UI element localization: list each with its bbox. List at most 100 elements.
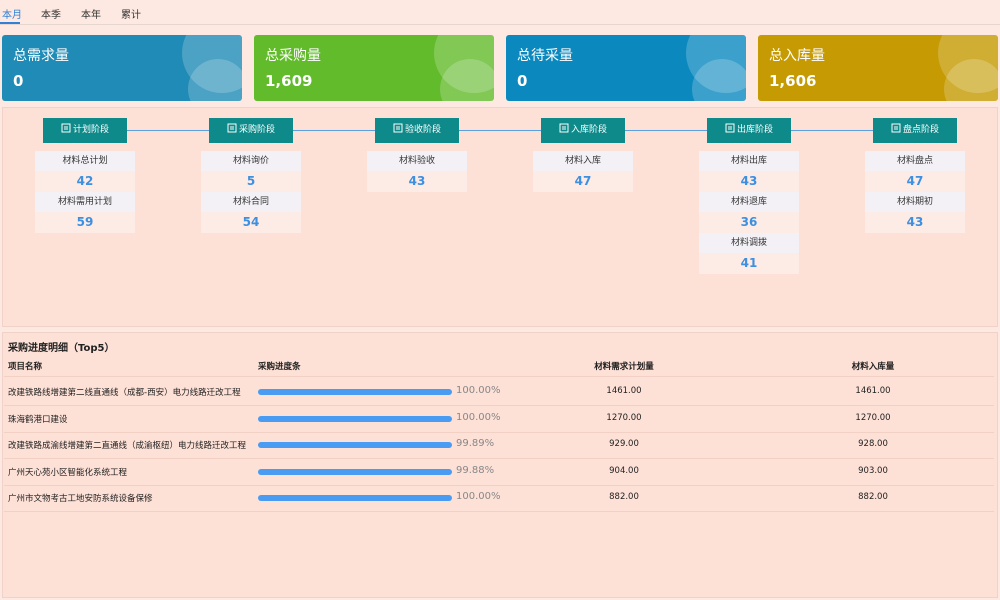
card-value: 1,609 [265,72,313,90]
card-title: 总待采量 [517,48,573,64]
item-label: 材料询价 [201,151,301,171]
progress-label: 100.00% [456,385,501,396]
row-divider [4,511,994,512]
stage-title: 计划阶段 [72,125,109,135]
tab[interactable]: 累计 [121,10,141,21]
item-value: 43 [367,171,467,192]
card-value: 0 [13,72,24,90]
received-qty: 1270.00 [855,412,891,423]
project-name: 广州天心苑小区智能化系统工程 [8,467,128,478]
project-name: 改建铁路线增建第二线直通线（成都-西安）电力线路迁改工程 [8,388,241,398]
card-title: 总采购量 [265,48,321,64]
stat-card: 总待采量 0 [506,35,746,101]
project-name: 广州市文物考古工地安防系统设备保修 [8,494,153,504]
card-title: 总入库量 [769,48,825,64]
stage-connector [85,130,915,131]
item-value: 59 [35,212,135,233]
item-value: 47 [865,171,965,192]
project-name: 改建铁路成渝线增建第二直通线（成渝枢纽）电力线路迁改工程 [8,441,247,451]
stage-panel [2,107,998,327]
item-label: 材料期初 [865,192,965,212]
stage-header: 盘点阶段 [873,118,957,143]
item-value: 43 [699,171,799,192]
planned-qty: 1270.00 [606,412,642,423]
stat-card: 总采购量 1,609 [254,35,494,101]
card-value: 0 [517,72,528,90]
progress-label: 99.89% [456,438,495,449]
stage-header: 采购阶段 [209,118,293,143]
circle [944,59,998,101]
stage-icon [725,123,735,133]
item-label: 材料总计划 [35,151,135,171]
progress-label: 100.00% [456,491,501,502]
project-name: 珠海鹤港口建设 [8,414,68,425]
tab[interactable]: 本年 [81,10,101,21]
progress-bar [258,442,452,448]
column-header: 材料入库量 [851,362,895,372]
item-value: 42 [35,171,135,192]
stage-header: 计划阶段 [43,118,127,143]
progress-bar [258,495,452,501]
planned-qty: 904.00 [609,465,639,476]
stage-title: 验收阶段 [404,125,441,135]
item-label: 材料验收 [367,151,467,171]
table-title: 采购进度明细（Top5） [8,343,115,354]
stage-icon [227,123,237,133]
column-header: 项目名称 [8,362,43,372]
row-divider [4,484,994,486]
progress-bar [258,389,452,395]
stat-card: 总入库量 1,606 [758,35,998,101]
stage-title: 入库阶段 [570,125,607,135]
progress-bar [258,468,452,475]
received-qty: 882.00 [858,492,888,502]
item-label: 材料入库 [533,151,633,171]
progress-label: 100.00% [456,411,501,423]
header-divider [4,376,994,377]
item-value: 36 [699,212,799,233]
tab-divider [0,24,1000,25]
item-label: 材料退库 [699,192,799,212]
item-label: 材料调拨 [699,233,799,253]
item-value: 43 [865,212,965,233]
row-divider [4,405,994,406]
item-value: 54 [201,212,301,233]
tab-underline [0,22,20,24]
received-qty: 903.00 [858,465,888,476]
progress-label: 99.88% [456,464,495,476]
row-divider [4,431,994,433]
stage-header: 入库阶段 [541,118,625,143]
item-label: 材料盘点 [865,151,965,171]
circle [188,59,242,101]
stage-icon [891,123,901,133]
stat-card: 总需求量 0 [2,35,242,101]
column-header: 材料需求计划量 [594,362,654,372]
stage-icon [393,123,403,133]
stage-header: 出库阶段 [707,118,791,143]
item-label: 材料出库 [699,151,799,171]
planned-qty: 929.00 [609,439,639,449]
item-label: 材料合同 [201,192,301,212]
column-header: 采购进度条 [258,362,301,372]
stage-title: 出库阶段 [736,125,773,135]
tab[interactable]: 本月 [2,10,22,21]
row-divider [4,458,994,459]
card-title: 总需求量 [13,48,69,64]
item-value: 41 [699,253,799,274]
table-panel [2,332,998,598]
stage-icon [61,123,71,133]
circle [692,59,746,101]
received-qty: 928.00 [858,439,888,449]
stage-title: 采购阶段 [238,125,275,135]
planned-qty: 1461.00 [606,386,642,396]
stage-icon [559,123,569,133]
card-value: 1,606 [769,72,817,90]
item-value: 47 [533,171,633,192]
stage-title: 盘点阶段 [902,125,939,135]
received-qty: 1461.00 [855,386,891,396]
stage-header: 验收阶段 [375,118,459,143]
planned-qty: 882.00 [609,492,639,502]
tab[interactable]: 本季 [41,10,61,21]
item-label: 材料需用计划 [35,192,135,212]
item-value: 5 [201,171,301,192]
